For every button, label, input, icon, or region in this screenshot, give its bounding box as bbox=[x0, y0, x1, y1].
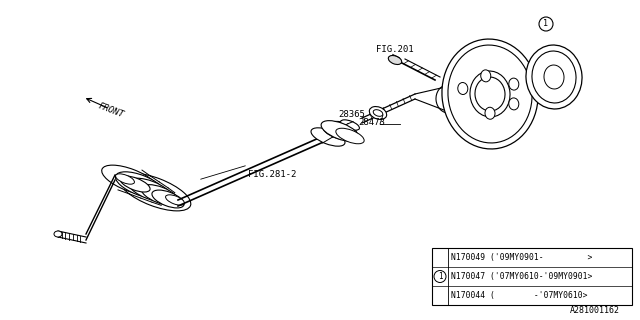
Ellipse shape bbox=[116, 174, 134, 184]
Text: N170047 ('07MY0610-'09MY0901>: N170047 ('07MY0610-'09MY0901> bbox=[451, 272, 593, 281]
Ellipse shape bbox=[336, 128, 364, 144]
Ellipse shape bbox=[509, 98, 519, 110]
Ellipse shape bbox=[141, 185, 179, 205]
Ellipse shape bbox=[120, 176, 150, 192]
Text: FIG.281-2: FIG.281-2 bbox=[248, 170, 296, 179]
Text: A281001162: A281001162 bbox=[570, 306, 620, 315]
Text: 1: 1 bbox=[438, 272, 442, 281]
Ellipse shape bbox=[128, 178, 172, 202]
Text: 28365: 28365 bbox=[338, 110, 365, 119]
Ellipse shape bbox=[369, 107, 387, 119]
Ellipse shape bbox=[442, 39, 538, 149]
Ellipse shape bbox=[332, 121, 356, 135]
Ellipse shape bbox=[436, 85, 460, 113]
Ellipse shape bbox=[166, 195, 184, 205]
Ellipse shape bbox=[119, 173, 191, 211]
Text: 1: 1 bbox=[543, 20, 548, 28]
Ellipse shape bbox=[115, 172, 164, 198]
Text: N170044 (        -'07MY0610>: N170044 ( -'07MY0610> bbox=[451, 291, 588, 300]
Ellipse shape bbox=[54, 231, 62, 237]
Ellipse shape bbox=[532, 51, 576, 103]
Ellipse shape bbox=[509, 78, 519, 90]
Ellipse shape bbox=[311, 128, 345, 146]
Ellipse shape bbox=[388, 55, 402, 65]
Text: N170049 ('09MY0901-         >: N170049 ('09MY0901- > bbox=[451, 253, 593, 262]
Text: 28473: 28473 bbox=[358, 118, 385, 127]
Ellipse shape bbox=[102, 165, 158, 195]
Ellipse shape bbox=[544, 65, 564, 89]
Circle shape bbox=[539, 17, 553, 31]
Ellipse shape bbox=[526, 45, 582, 109]
Text: FRONT: FRONT bbox=[97, 101, 125, 119]
Ellipse shape bbox=[152, 190, 184, 208]
Ellipse shape bbox=[321, 121, 359, 141]
Ellipse shape bbox=[323, 124, 351, 140]
Ellipse shape bbox=[340, 120, 360, 130]
Ellipse shape bbox=[481, 70, 491, 82]
Bar bbox=[432, 248, 632, 305]
Ellipse shape bbox=[485, 107, 495, 119]
Ellipse shape bbox=[373, 110, 383, 116]
Text: FIG.201: FIG.201 bbox=[376, 45, 413, 54]
Ellipse shape bbox=[470, 71, 510, 117]
Ellipse shape bbox=[475, 77, 505, 111]
Ellipse shape bbox=[448, 45, 532, 143]
Circle shape bbox=[434, 270, 446, 283]
Ellipse shape bbox=[458, 83, 468, 94]
